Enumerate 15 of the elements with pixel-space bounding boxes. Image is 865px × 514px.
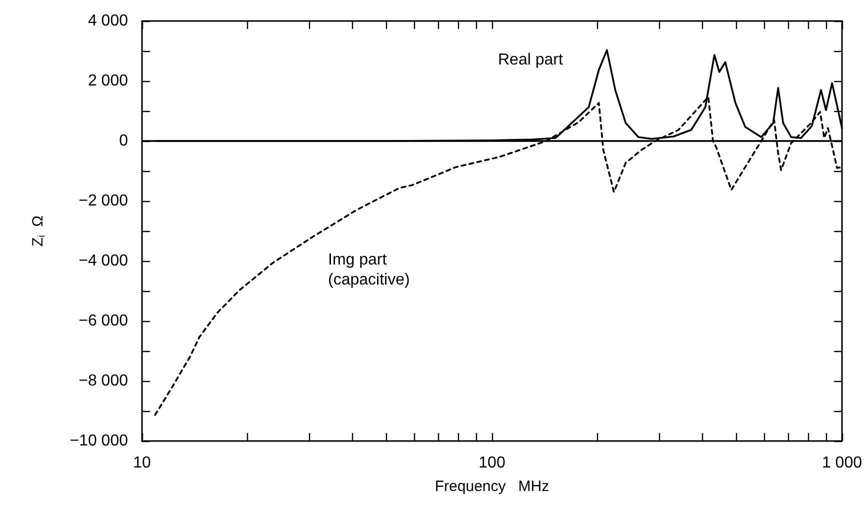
y-tick-label: 4 000 <box>88 12 128 30</box>
y-tick-label: 0 <box>119 132 128 150</box>
x-tick-label: 1 000 <box>822 454 862 472</box>
y-axis-title: Zi Ω <box>30 216 48 246</box>
y-tick-label: 2 000 <box>88 72 128 90</box>
y-tick-label: −2 000 <box>78 192 128 210</box>
x-tick-label: 10 <box>133 454 151 472</box>
x-axis-title: Frequency MHz <box>434 478 550 495</box>
text: Real part <box>498 52 564 68</box>
y-tick-label: −6 000 <box>78 312 128 330</box>
y-tick-label: −4 000 <box>78 252 128 270</box>
y-tick-label: −8 000 <box>78 372 128 390</box>
y-tick-label: −10 000 <box>70 432 128 450</box>
x-tick-label: 100 <box>478 454 506 472</box>
series-label: Img part (capacitive) <box>328 252 410 288</box>
